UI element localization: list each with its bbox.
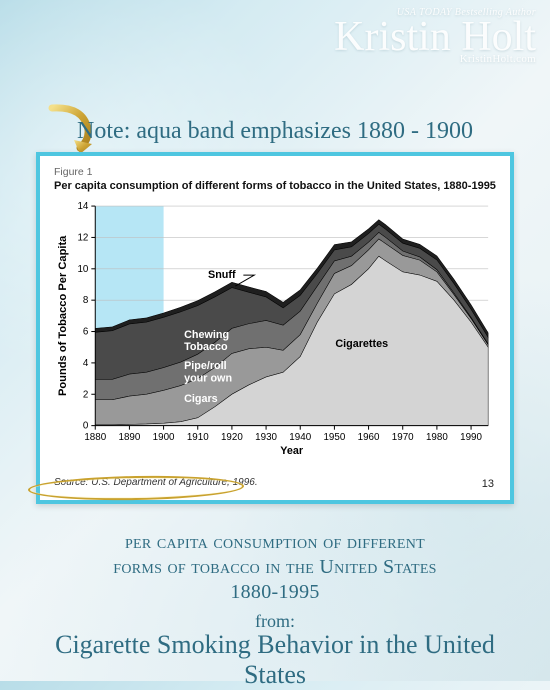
svg-text:1890: 1890 (118, 432, 140, 443)
author-watermark: USA TODAY Bestselling Author Kristin Hol… (334, 8, 536, 65)
caption-line-2: forms of tobacco in the United States (24, 555, 526, 580)
svg-text:1950: 1950 (323, 432, 345, 443)
svg-text:Pounds of Tobacco Per Capita: Pounds of Tobacco Per Capita (57, 235, 69, 396)
svg-text:1910: 1910 (187, 432, 209, 443)
svg-text:Cigarettes: Cigarettes (335, 338, 388, 350)
svg-text:4: 4 (83, 358, 89, 369)
note-text: Note: aqua band emphasizes 1880 - 1900 (77, 118, 473, 144)
svg-text:Snuff: Snuff (208, 269, 236, 281)
svg-text:0: 0 (83, 421, 89, 432)
watermark-name: Kristin Holt (334, 16, 536, 58)
svg-text:1990: 1990 (460, 432, 482, 443)
svg-text:1940: 1940 (289, 432, 311, 443)
svg-text:1970: 1970 (392, 432, 414, 443)
plot-area: 0 2 4 6 8 10 12 14 1880 1890 1900 1910 1920 1930 1940 1… (54, 200, 496, 458)
svg-text:1900: 1900 (153, 432, 175, 443)
svg-text:10: 10 (77, 264, 88, 275)
svg-text:14: 14 (77, 201, 88, 212)
caption-block: per capita consumption of different form… (0, 530, 550, 690)
note-row: Note: aqua band emphasizes 1880 - 1900 (0, 118, 550, 145)
svg-text:12: 12 (77, 232, 88, 243)
svg-text:Cigars: Cigars (184, 393, 218, 405)
svg-text:2: 2 (83, 389, 89, 400)
svg-text:your own: your own (184, 372, 232, 384)
caption-line-1: per capita consumption of different (24, 530, 526, 555)
svg-text:1980: 1980 (426, 432, 448, 443)
svg-text:6: 6 (83, 326, 89, 337)
svg-text:1920: 1920 (221, 432, 243, 443)
svg-text:1880: 1880 (84, 432, 106, 443)
chart-svg: 0 2 4 6 8 10 12 14 1880 1890 1900 1910 1920 1930 1940 1… (54, 200, 496, 458)
caption-from: from: (24, 611, 526, 632)
figure-label: Figure 1 (46, 162, 504, 178)
chart-inner: Figure 1 Per capita consumption of diffe… (46, 162, 504, 494)
figure-title: Per capita consumption of different form… (46, 178, 504, 196)
svg-text:Chewing: Chewing (184, 329, 229, 341)
svg-text:8: 8 (83, 295, 89, 306)
caption-source-title: Cigarette Smoking Behavior in the United… (24, 630, 526, 690)
svg-text:1930: 1930 (255, 432, 277, 443)
svg-text:Year: Year (280, 445, 304, 457)
svg-text:Tobacco: Tobacco (184, 341, 228, 353)
page-number: 13 (482, 478, 494, 490)
chart-card: Figure 1 Per capita consumption of diffe… (36, 152, 514, 504)
caption-line-3: 1880-1995 (24, 580, 526, 605)
svg-text:Pipe/roll: Pipe/roll (184, 360, 227, 372)
svg-text:1960: 1960 (358, 432, 380, 443)
